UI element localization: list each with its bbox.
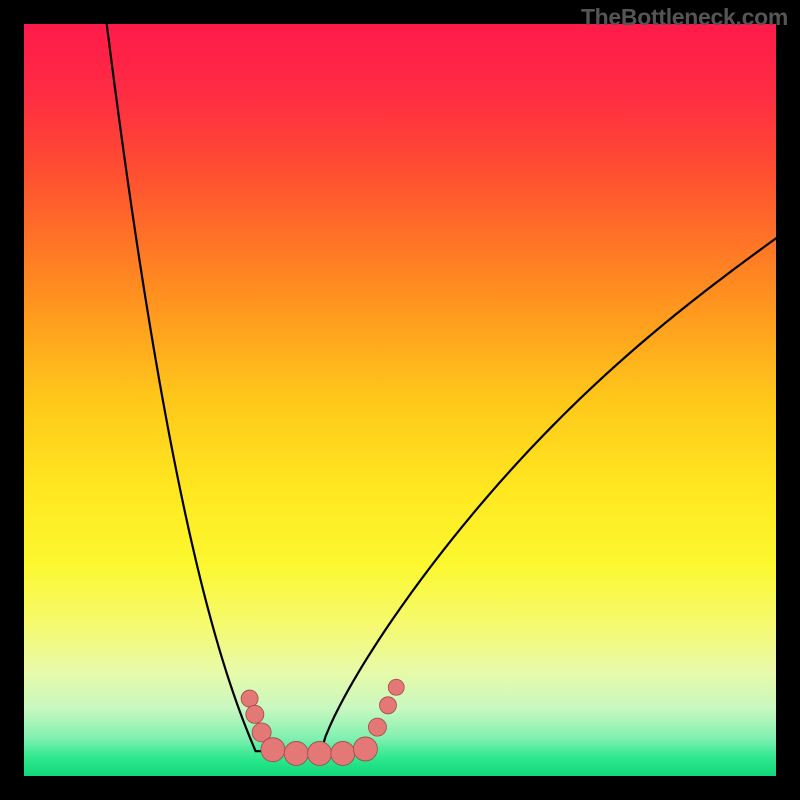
watermark-label: TheBottleneck.com	[581, 4, 788, 31]
bottleneck-chart	[0, 0, 800, 800]
chart-root: TheBottleneck.com	[0, 0, 800, 800]
bead	[246, 705, 264, 723]
bead	[379, 697, 396, 714]
bead	[308, 741, 332, 765]
bead	[368, 718, 386, 736]
bead	[284, 741, 308, 765]
bead	[388, 679, 404, 695]
bead	[331, 741, 355, 765]
bead	[261, 738, 285, 762]
bead	[241, 690, 258, 707]
bead	[353, 737, 377, 761]
plot-area	[24, 24, 776, 776]
